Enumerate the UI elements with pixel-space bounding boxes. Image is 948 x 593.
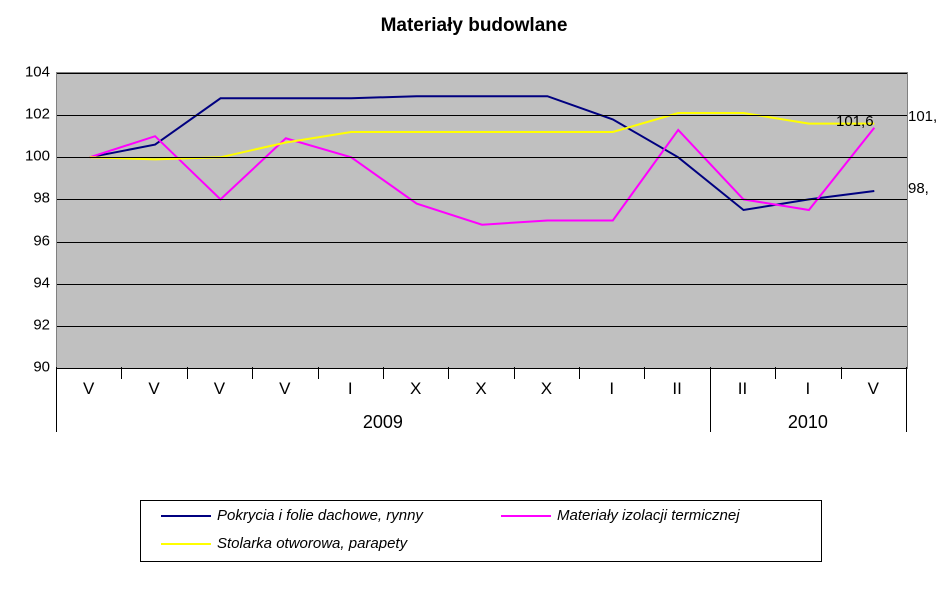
y-axis-label: 96	[33, 232, 50, 249]
gridline	[57, 326, 907, 327]
end-value-label: 101,	[908, 108, 937, 125]
x-tick	[710, 367, 711, 432]
x-axis-label: I	[609, 379, 614, 399]
x-axis-label: II	[738, 379, 747, 399]
x-tick	[121, 367, 122, 379]
x-tick	[514, 367, 515, 379]
x-tick	[775, 367, 776, 379]
y-axis-label: 90	[33, 359, 50, 376]
x-axis-label: X	[541, 379, 552, 399]
series-line-2	[90, 113, 875, 159]
x-axis-label: X	[410, 379, 421, 399]
legend-swatch	[161, 543, 211, 545]
gridline	[57, 368, 907, 369]
x-axis-label: V	[148, 379, 159, 399]
gridline	[57, 115, 907, 116]
y-axis-label: 92	[33, 316, 50, 333]
legend-label: Pokrycia i folie dachowe, rynny	[217, 507, 423, 524]
x-axis-label: I	[806, 379, 811, 399]
gridline	[57, 199, 907, 200]
y-axis-label: 104	[25, 64, 50, 81]
y-axis-label: 94	[33, 274, 50, 291]
gridline	[57, 242, 907, 243]
legend: Pokrycia i folie dachowe, rynny Materiały…	[140, 500, 822, 562]
x-tick	[906, 367, 907, 432]
x-axis-label: V	[279, 379, 290, 399]
gridline	[57, 284, 907, 285]
x-axis-label: V	[868, 379, 879, 399]
x-tick	[383, 367, 384, 379]
legend-item: Pokrycia i folie dachowe, rynny	[161, 507, 423, 524]
legend-label: Materiały izolacji termicznej	[557, 507, 740, 524]
x-tick	[56, 367, 57, 432]
x-axis-year-label: 2009	[363, 412, 403, 433]
x-axis-label: I	[348, 379, 353, 399]
y-axis-label: 100	[25, 148, 50, 165]
x-tick	[187, 367, 188, 379]
x-tick	[448, 367, 449, 379]
plot-area	[56, 72, 908, 369]
x-axis-label: II	[672, 379, 681, 399]
legend-item: Materiały izolacji termicznej	[501, 507, 740, 524]
legend-swatch	[501, 515, 551, 517]
x-axis-label: X	[475, 379, 486, 399]
x-tick	[841, 367, 842, 379]
chart-title: Materiały budowlane	[0, 15, 948, 37]
x-tick	[318, 367, 319, 379]
gridline	[57, 73, 907, 74]
legend-label: Stolarka otworowa, parapety	[217, 535, 407, 552]
x-tick	[644, 367, 645, 379]
legend-item: Stolarka otworowa, parapety	[161, 535, 407, 552]
x-tick	[252, 367, 253, 379]
end-value-label: 98,	[908, 180, 929, 197]
line-series-svg	[57, 73, 907, 368]
series-line-1	[90, 128, 875, 225]
gridline	[57, 157, 907, 158]
y-axis-label: 102	[25, 106, 50, 123]
x-axis-label: V	[83, 379, 94, 399]
x-tick	[579, 367, 580, 379]
y-axis-label: 98	[33, 190, 50, 207]
x-axis-label: V	[214, 379, 225, 399]
end-value-label: 101,6	[836, 113, 874, 130]
series-line-0	[90, 96, 875, 210]
legend-swatch	[161, 515, 211, 517]
x-axis-year-label: 2010	[788, 412, 828, 433]
